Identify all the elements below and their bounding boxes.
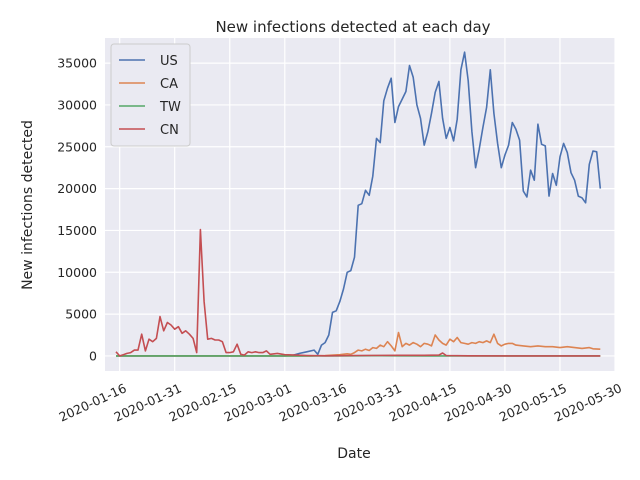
y-tick-label: 0 xyxy=(89,348,97,363)
y-axis-label: New infections detected xyxy=(20,120,36,290)
y-tick-label: 20000 xyxy=(57,181,97,196)
legend-label: TW xyxy=(159,100,181,115)
legend-label: CA xyxy=(160,77,178,92)
x-tick-labels: 2020-01-162020-01-312020-02-152020-03-01… xyxy=(57,380,625,424)
legend-label: US xyxy=(160,54,178,69)
series-layer xyxy=(115,51,602,357)
y-tick-label: 10000 xyxy=(57,265,97,280)
series-line-cn xyxy=(115,228,601,357)
y-tick-label: 30000 xyxy=(57,97,97,112)
legend-label: CN xyxy=(160,123,179,138)
chart-title: New infections detected at each day xyxy=(215,18,490,36)
y-tick-label: 25000 xyxy=(57,139,97,154)
series-line-ca xyxy=(116,331,601,357)
y-tick-label: 5000 xyxy=(65,307,97,322)
y-tick-label: 35000 xyxy=(57,56,97,71)
series-line-us xyxy=(116,51,602,357)
legend: US CA TW CN xyxy=(110,43,191,147)
legend-box xyxy=(110,43,191,147)
x-axis-label: Date xyxy=(337,446,370,462)
y-tick-labels: 0 5000 10000 15000 20000 25000 30000 35000 xyxy=(57,56,97,364)
y-tick-label: 15000 xyxy=(57,223,97,238)
